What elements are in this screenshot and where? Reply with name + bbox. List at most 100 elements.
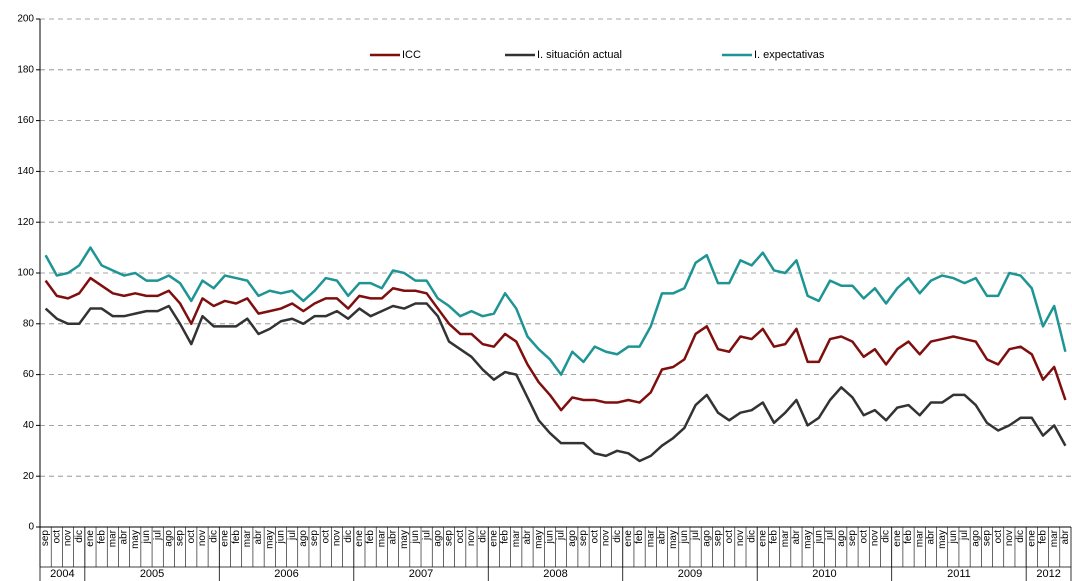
y-tick-label: 100 (17, 268, 34, 279)
x-tick-label: feb (96, 530, 107, 544)
y-tick-label: 40 (23, 420, 35, 431)
x-tick-label: mar (1049, 529, 1060, 547)
x-tick-label: jul (287, 530, 298, 541)
year-label: 2004 (50, 568, 74, 580)
x-tick-label: ago (432, 530, 443, 547)
x-tick-label: feb (365, 530, 376, 544)
x-tick-label: jun (141, 530, 152, 544)
x-tick-label: nov (870, 530, 881, 546)
x-tick-label: sep (713, 530, 724, 547)
year-label: 2009 (678, 568, 702, 580)
y-tick-label: 120 (17, 217, 34, 228)
x-tick-label: oct (993, 530, 1004, 544)
legend-label: ICC (402, 49, 421, 61)
x-tick-label: may (533, 530, 544, 549)
x-tick-label: jun (545, 530, 556, 544)
x-tick-label: dic (208, 530, 219, 543)
x-tick-label: ago (836, 530, 847, 547)
x-tick-label: nov (197, 530, 208, 546)
x-tick-label: feb (903, 530, 914, 544)
x-tick-label: abr (119, 529, 130, 544)
x-tick-label: nov (63, 530, 74, 546)
x-tick-label: jun (813, 530, 824, 544)
year-label: 2010 (812, 568, 836, 580)
x-tick-label: may (399, 530, 410, 549)
x-tick-label: jun (948, 530, 959, 544)
x-tick-label: feb (1038, 530, 1049, 544)
x-tick-label: nov (332, 530, 343, 546)
x-tick-label: may (130, 530, 141, 549)
x-tick-label: sep (982, 530, 993, 547)
x-tick-label: abr (388, 529, 399, 544)
x-tick-label: sep (444, 530, 455, 547)
x-tick-label: oct (186, 530, 197, 544)
year-label: 2012 (1036, 568, 1060, 580)
x-tick-label: may (264, 530, 275, 549)
x-tick-label: nov (735, 530, 746, 546)
y-tick-label: 160 (17, 115, 34, 126)
year-label: 2008 (543, 568, 567, 580)
y-tick-label: 20 (23, 471, 35, 482)
x-tick-label: sep (309, 530, 320, 547)
x-tick-label: jul (825, 530, 836, 541)
y-tick-label: 60 (23, 369, 35, 380)
x-tick-label: feb (769, 530, 780, 544)
x-tick-label: dic (74, 530, 85, 543)
x-tick-label: may (802, 530, 813, 549)
series-line (44, 302, 1067, 463)
x-tick-label: ago (164, 530, 175, 547)
x-tick-label: dic (1015, 530, 1026, 543)
x-tick-label: jul (959, 530, 970, 541)
x-tick-label: jul (690, 530, 701, 541)
x-tick-label: ene (220, 530, 231, 547)
x-tick-label: abr (926, 529, 937, 544)
x-tick-label: ene (354, 530, 365, 547)
x-tick-label: dic (477, 530, 488, 543)
x-tick-label: jul (421, 530, 432, 541)
year-label: 2005 (140, 568, 164, 580)
legend-label: I. situación actual (537, 49, 622, 61)
x-tick-label: dic (881, 530, 892, 543)
x-tick-label: oct (589, 530, 600, 544)
x-tick-label: ene (1026, 530, 1037, 547)
x-tick-label: oct (724, 530, 735, 544)
x-tick-label: ago (298, 530, 309, 547)
x-tick-label: ene (757, 530, 768, 547)
series-line (44, 276, 1067, 412)
x-tick-label: feb (500, 530, 511, 544)
y-tick-label: 200 (17, 14, 34, 25)
x-tick-label: abr (657, 529, 668, 544)
x-tick-label: abr (253, 529, 264, 544)
x-tick-label: oct (858, 530, 869, 544)
x-tick-label: may (937, 530, 948, 549)
x-tick-label: dic (746, 530, 757, 543)
x-tick-label: sep (40, 530, 51, 547)
x-tick-label: ago (701, 530, 712, 547)
x-tick-label: sep (578, 530, 589, 547)
y-tick-label: 180 (17, 64, 34, 75)
x-tick-label: nov (601, 530, 612, 546)
x-tick-label: jun (679, 530, 690, 544)
x-tick-label: nov (1004, 530, 1015, 546)
x-tick-label: oct (455, 530, 466, 544)
x-tick-label: mar (107, 529, 118, 547)
x-tick-label: jun (410, 530, 421, 544)
x-tick-label: ene (623, 530, 634, 547)
x-tick-label: sep (175, 530, 186, 547)
x-tick-label: mar (645, 529, 656, 547)
series-line (44, 246, 1067, 376)
x-tick-label: mar (914, 529, 925, 547)
x-tick-label: mar (511, 529, 522, 547)
x-tick-label: ene (85, 530, 96, 547)
x-tick-label: dic (612, 530, 623, 543)
x-tick-label: nov (466, 530, 477, 546)
x-tick-label: mar (780, 529, 791, 547)
x-tick-label: jul (152, 530, 163, 541)
x-tick-label: ene (892, 530, 903, 547)
x-tick-label: ago (567, 530, 578, 547)
x-tick-label: abr (791, 529, 802, 544)
x-tick-label: jun (276, 530, 287, 544)
year-label: 2006 (274, 568, 298, 580)
x-tick-label: oct (320, 530, 331, 544)
